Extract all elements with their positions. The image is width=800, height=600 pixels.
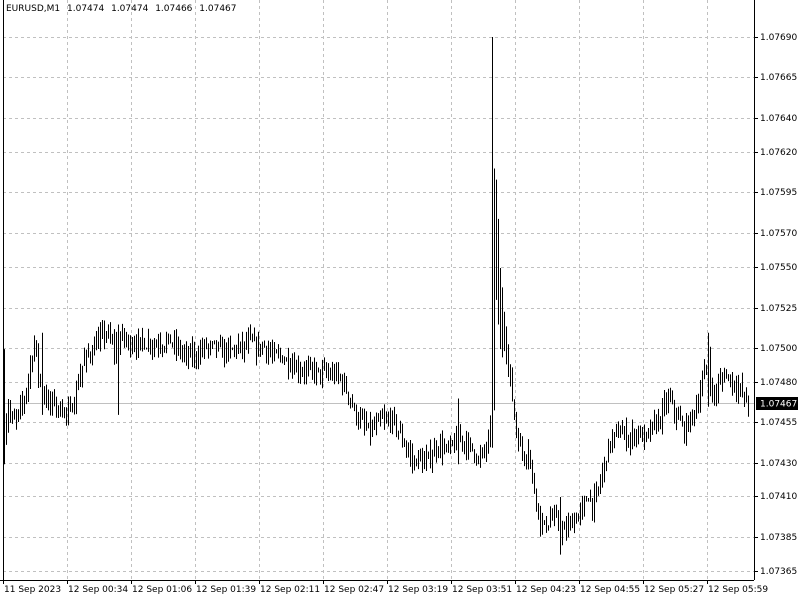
y-tick-label: 1.07410: [760, 492, 797, 502]
y-tick-label: 1.07640: [760, 114, 797, 124]
y-tick-label: 1.07570: [760, 229, 797, 239]
close-price: 1.07467: [199, 4, 237, 14]
y-tick-label: 1.07595: [760, 188, 797, 198]
x-tick-label: 12 Sep 01:39: [196, 585, 256, 595]
grid: [3, 0, 754, 580]
y-tick-label: 1.07690: [760, 33, 797, 43]
x-tick-label: 12 Sep 02:47: [324, 585, 384, 595]
y-tick-label: 1.07550: [760, 263, 797, 273]
y-tick-label: 1.07385: [760, 533, 797, 543]
x-tick-label: 12 Sep 03:19: [388, 585, 448, 595]
y-tick-label: 1.07525: [760, 304, 797, 314]
x-tick-label: 12 Sep 04:23: [516, 585, 576, 595]
y-tick-label: 1.07665: [760, 73, 797, 83]
y-tick-label: 1.07365: [760, 567, 797, 577]
symbol-timeframe: EURUSD,M1: [6, 4, 61, 14]
x-tick-label: 12 Sep 01:06: [132, 585, 192, 595]
x-axis-labels: 11 Sep 2023 12 Sep 00:34 12 Sep 01:06 12 Se…: [4, 585, 768, 595]
y-tick-label: 1.07500: [760, 344, 797, 354]
x-tick-label: 12 Sep 05:27: [644, 585, 704, 595]
y-tick-label: 1.07620: [760, 148, 797, 158]
price-tag-text: 1.07467: [760, 400, 797, 410]
high-price: 1.07474: [111, 4, 149, 14]
x-tick-label: 12 Sep 05:59: [708, 585, 768, 595]
low-price: 1.07466: [155, 4, 193, 14]
x-tick-label: 12 Sep 02:11: [260, 585, 320, 595]
x-tick-label: 12 Sep 00:34: [68, 585, 128, 595]
y-tick-label: 1.07455: [760, 418, 797, 428]
price-bars: [4, 37, 749, 555]
open-price: 1.07474: [67, 4, 105, 14]
y-tick-label: 1.07430: [760, 459, 797, 469]
x-tick-label: 12 Sep 03:51: [452, 585, 512, 595]
current-price-tag: 1.07467: [756, 397, 798, 410]
x-tick-label: 12 Sep 04:55: [580, 585, 640, 595]
chart-header: EURUSD,M1 1.07474 1.07474 1.07466 1.0746…: [6, 4, 241, 14]
y-axis-labels: 1.07690 1.07665 1.07640 1.07620 1.07595 1.075…: [760, 33, 797, 577]
y-tick-label: 1.07480: [760, 378, 797, 388]
x-tick-label: 11 Sep 2023: [4, 585, 61, 595]
axes: [0, 0, 758, 584]
price-tag-bg: [756, 397, 798, 410]
